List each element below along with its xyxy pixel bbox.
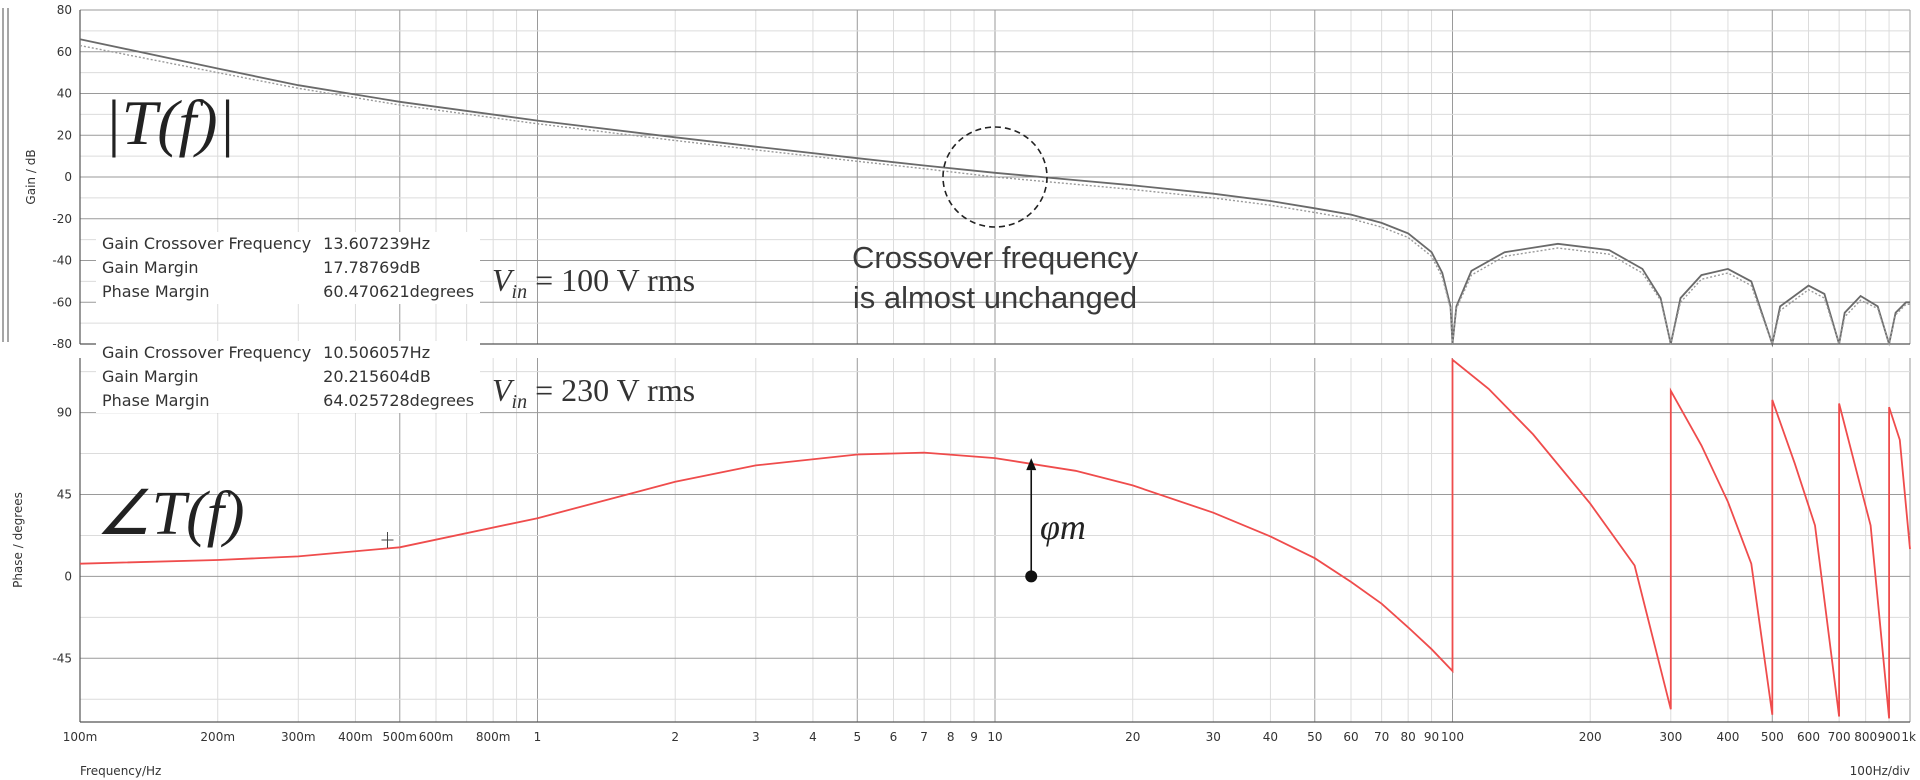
x-tick-label: 40: [1263, 730, 1278, 744]
y-tick-label: 45: [57, 488, 72, 502]
x-tick-label: 800: [1854, 730, 1877, 744]
x-tick-label: 600: [1797, 730, 1820, 744]
y-tick-label: 20: [57, 128, 72, 142]
info-row: Phase Margin 64.025728degrees: [96, 389, 480, 413]
x-tick-label: 700: [1828, 730, 1851, 744]
y-tick-label: -60: [52, 295, 72, 309]
y-tick-label: -80: [52, 337, 72, 351]
magnitude-math-label: |T(f)|: [104, 87, 236, 158]
y-tick-label: 0: [64, 170, 72, 184]
phase-axis-label: Phase / degrees: [11, 492, 25, 588]
x-tick-label: 200: [1579, 730, 1602, 744]
x-tick-label: 500m: [382, 730, 417, 744]
y-tick-label: 90: [57, 406, 72, 420]
x-tick-label: 20: [1125, 730, 1140, 744]
phase-math-label: ∠T(f): [96, 480, 245, 548]
info-row: Gain Margin 20.215604dB: [96, 365, 480, 389]
x-tick-label: 400: [1716, 730, 1739, 744]
y-tick-label: -45: [52, 651, 72, 665]
x-tick-label: 3: [752, 730, 760, 744]
x-tick-label: 9: [970, 730, 978, 744]
info-value: 20.215604dB: [323, 367, 431, 386]
x-tick-label: 30: [1206, 730, 1221, 744]
x-tick-label: 300m: [281, 730, 316, 744]
info-value: 17.78769dB: [323, 258, 421, 277]
info-label: Gain Margin: [102, 258, 199, 277]
info-row: Gain Crossover Frequency 10.506057Hz: [96, 341, 480, 365]
x-tick-label: 8: [947, 730, 955, 744]
info-row: Gain Crossover Frequency 13.607239Hz: [96, 232, 480, 256]
info-label: Phase Margin: [102, 391, 210, 410]
info-table-230v: Gain Crossover Frequency 10.506057Hz Gai…: [96, 341, 480, 413]
x-tick-label: 80: [1401, 730, 1416, 744]
x-tick-label: 800m: [476, 730, 511, 744]
crossover-annotation: Crossover frequency is almost unchanged: [825, 238, 1165, 318]
x-tick-label: 90: [1424, 730, 1439, 744]
x-tick-label: 200m: [200, 730, 235, 744]
y-tick-label: -40: [52, 254, 72, 268]
phase-series: [79, 357, 1911, 719]
info-row: Phase Margin 60.470621degrees: [96, 280, 480, 304]
x-tick-label: 400m: [338, 730, 373, 744]
annotation-line-2: is almost unchanged: [852, 280, 1138, 315]
info-box-100v: Gain Crossover Frequency 13.607239Hz Gai…: [96, 232, 481, 304]
vin-label-230v: Vin = 230 V rms: [492, 372, 695, 414]
info-value: 13.607239Hz: [323, 234, 431, 253]
x-tick-label: 7: [920, 730, 928, 744]
vin-symbol: V: [492, 262, 512, 298]
x-tick-label: 5: [853, 730, 861, 744]
x-tick-label: 600m: [419, 730, 454, 744]
y-tick-label: 80: [57, 3, 72, 17]
y-tick-label: 60: [57, 45, 72, 59]
magnitude-axis-label: Gain / dB: [24, 149, 38, 204]
info-table-100v: Gain Crossover Frequency 13.607239Hz Gai…: [96, 232, 480, 304]
info-label: Phase Margin: [102, 282, 210, 301]
info-label: Gain Crossover Frequency: [102, 234, 312, 253]
x-tick-label: 50: [1307, 730, 1322, 744]
x-tick-label: 70: [1374, 730, 1389, 744]
vin-label-100v: Vin = 100 V rms: [492, 262, 695, 304]
x-axis-label: Frequency/Hz: [80, 764, 161, 778]
vin-value: = 230 V rms: [527, 372, 696, 408]
info-row: Gain Margin 17.78769dB: [96, 256, 480, 280]
vin-value: = 100 V rms: [527, 262, 696, 298]
info-value: 10.506057Hz: [323, 343, 431, 362]
y-tick-label: -20: [52, 212, 72, 226]
x-tick-label: 1: [534, 730, 542, 744]
phase-margin-dot: [1025, 570, 1038, 583]
x-tick-label: 300: [1659, 730, 1682, 744]
phase-margin-label: φm: [1040, 507, 1086, 547]
info-label: Gain Margin: [102, 367, 199, 386]
x-tick-label: 500: [1761, 730, 1784, 744]
x-tick-label: 1k: [1901, 730, 1916, 744]
y-tick-label: 40: [57, 87, 72, 101]
vin-symbol: V: [492, 372, 512, 408]
x-tick-label: 100: [1441, 730, 1464, 744]
y-tick-label: 0: [64, 569, 72, 583]
x-tick-label: 900: [1878, 730, 1901, 744]
x-tick-label: 2: [671, 730, 679, 744]
info-box-230v: Gain Crossover Frequency 10.506057Hz Gai…: [96, 341, 481, 413]
x-tick-label: 10: [987, 730, 1002, 744]
x-tick-label: 4: [809, 730, 817, 744]
vin-subscript: in: [511, 281, 528, 303]
info-value: 64.025728degrees: [323, 391, 475, 410]
x-tick-label: 100m: [63, 730, 98, 744]
phase-margin-arrowhead: [1026, 458, 1037, 471]
x-division-label: 100Hz/div: [1850, 764, 1910, 778]
x-tick-label: 60: [1343, 730, 1358, 744]
info-value: 60.470621degrees: [323, 282, 475, 301]
crossover-circle: [942, 126, 1048, 228]
annotation-line-1: Crossover frequency: [851, 240, 1138, 275]
x-tick-label: 6: [890, 730, 898, 744]
info-label: Gain Crossover Frequency: [102, 343, 312, 362]
vin-subscript: in: [511, 391, 528, 413]
